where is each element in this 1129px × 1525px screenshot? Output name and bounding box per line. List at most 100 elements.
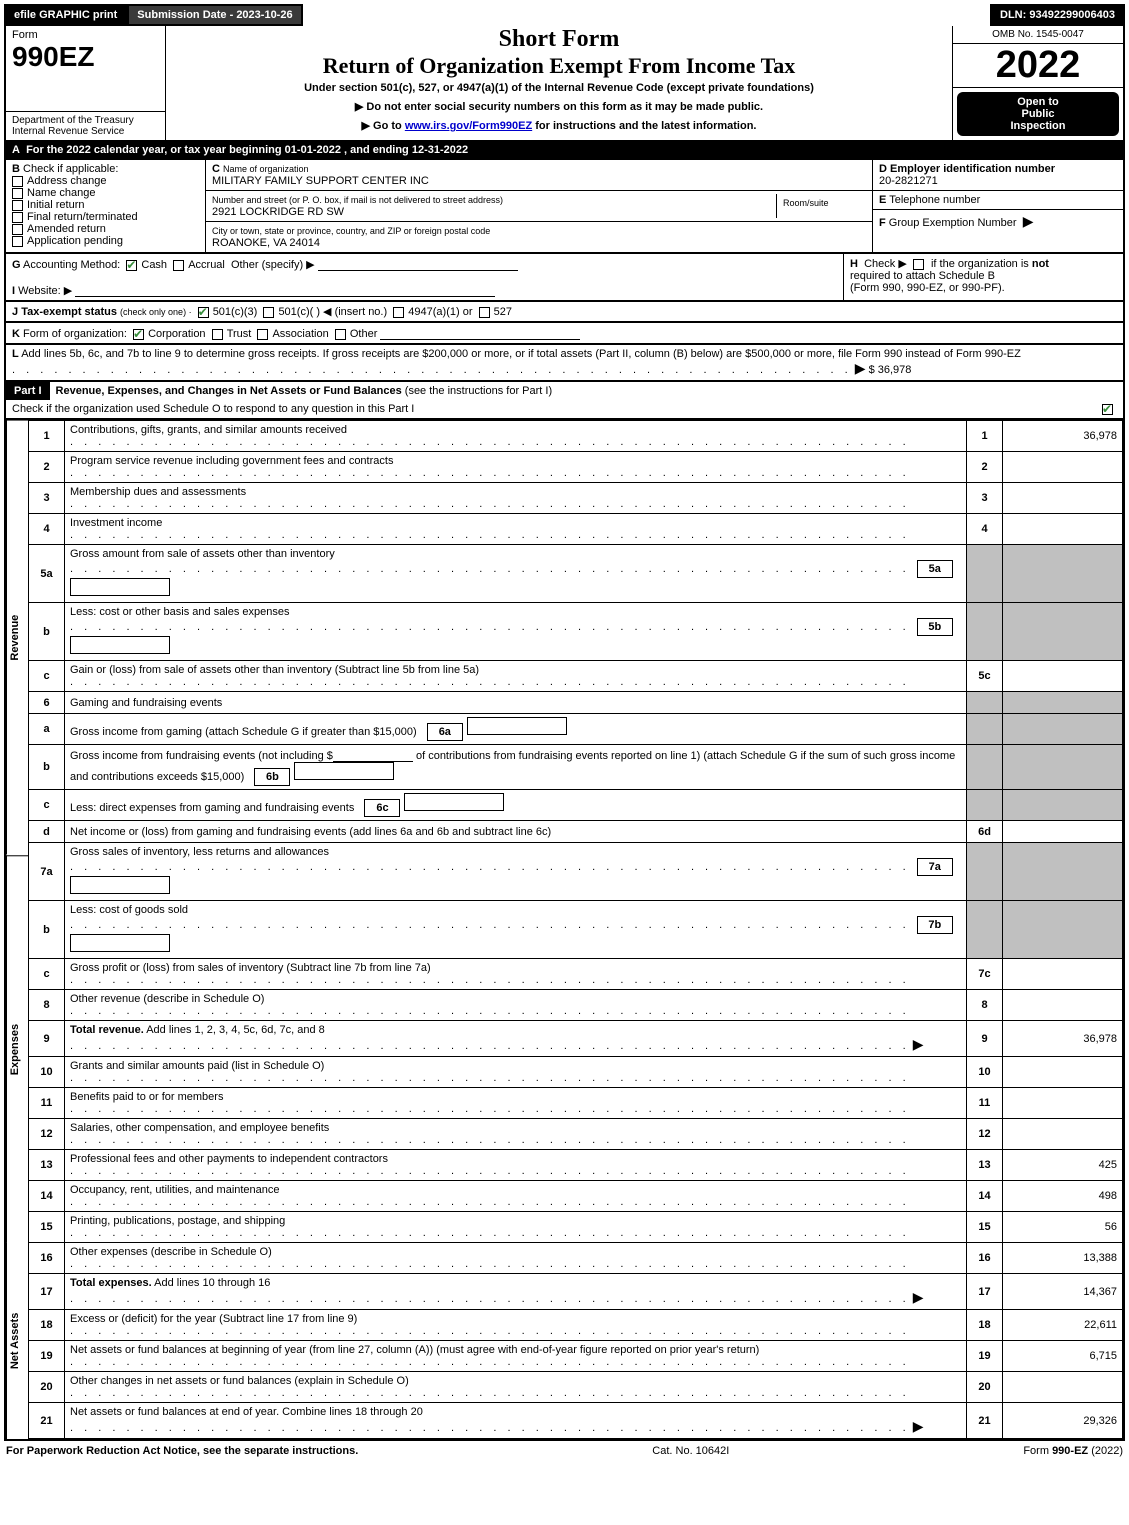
chk-corporation[interactable] bbox=[133, 329, 144, 340]
h-pre: Check ▶ bbox=[864, 258, 907, 270]
chk-527[interactable] bbox=[479, 307, 490, 318]
ln6b-blank[interactable] bbox=[333, 748, 413, 762]
opt-amended-return: Amended return bbox=[27, 223, 106, 235]
title-return: Return of Organization Exempt From Incom… bbox=[166, 53, 952, 79]
ln15-amt: 56 bbox=[1003, 1212, 1123, 1243]
ln5b-text: Less: cost or other basis and sales expe… bbox=[70, 606, 290, 618]
ln8-rn: 8 bbox=[967, 990, 1003, 1021]
a-text: For the 2022 calendar year, or tax year … bbox=[26, 144, 468, 156]
chk-trust[interactable] bbox=[212, 329, 223, 340]
line-6d: dNet income or (loss) from gaming and fu… bbox=[29, 821, 1123, 843]
ln5a-box[interactable] bbox=[70, 578, 170, 596]
ln10-num: 10 bbox=[29, 1057, 65, 1088]
ln9-num: 9 bbox=[29, 1021, 65, 1057]
chk-other-org[interactable] bbox=[335, 329, 346, 340]
lines-table: 1Contributions, gifts, grants, and simil… bbox=[28, 420, 1123, 1439]
ln7b-rn bbox=[967, 901, 1003, 959]
dots bbox=[70, 1196, 910, 1208]
ln13-num: 13 bbox=[29, 1150, 65, 1181]
ln6b-amt bbox=[1003, 745, 1123, 790]
dots bbox=[70, 1227, 910, 1239]
chk-accrual[interactable] bbox=[173, 260, 184, 271]
ln8-amt bbox=[1003, 990, 1123, 1021]
ln6a-box[interactable] bbox=[467, 717, 567, 735]
chk-initial-return[interactable] bbox=[12, 200, 23, 211]
org-street: 2921 LOCKRIDGE RD SW bbox=[212, 206, 344, 218]
ln18-num: 18 bbox=[29, 1310, 65, 1341]
chk-501c3[interactable] bbox=[198, 307, 209, 318]
ln1-amt: 36,978 bbox=[1003, 421, 1123, 452]
website-line[interactable] bbox=[75, 283, 495, 297]
chk-application-pending[interactable] bbox=[12, 236, 23, 247]
ln6a-amt bbox=[1003, 714, 1123, 745]
chk-address-change[interactable] bbox=[12, 176, 23, 187]
line-1: 1Contributions, gifts, grants, and simil… bbox=[29, 421, 1123, 452]
opt-501c: 501(c)( ) ◀ (insert no.) bbox=[278, 306, 387, 318]
form-number: 990EZ bbox=[12, 41, 159, 73]
ln20-text: Other changes in net assets or fund bala… bbox=[70, 1375, 409, 1387]
ln19-num: 19 bbox=[29, 1341, 65, 1372]
dots bbox=[70, 1293, 910, 1305]
ln5b-rn bbox=[967, 603, 1003, 661]
line-7c: cGross profit or (loss) from sales of in… bbox=[29, 959, 1123, 990]
line-9: 9Total revenue. Add lines 1, 2, 3, 4, 5c… bbox=[29, 1021, 1123, 1057]
ln6d-amt bbox=[1003, 821, 1123, 843]
chk-schedule-b[interactable] bbox=[913, 259, 924, 270]
ln6c-text: Less: direct expenses from gaming and fu… bbox=[70, 802, 354, 814]
letter-l: L bbox=[12, 348, 19, 360]
under-section: Under section 501(c), 527, or 4947(a)(1)… bbox=[166, 79, 952, 97]
entity-block: B Check if applicable: Address change Na… bbox=[4, 160, 1125, 254]
dots bbox=[70, 1325, 910, 1337]
ln3-text: Membership dues and assessments bbox=[70, 486, 246, 498]
letter-i: I bbox=[12, 285, 15, 297]
ln7a-box[interactable] bbox=[70, 876, 170, 894]
open-line3: Inspection bbox=[1010, 120, 1065, 132]
ln5c-text: Gain or (loss) from sale of assets other… bbox=[70, 664, 479, 676]
part1-header: Part I Revenue, Expenses, and Changes in… bbox=[4, 382, 1125, 420]
chk-amended-return[interactable] bbox=[12, 224, 23, 235]
footer-right-form: 990-EZ bbox=[1052, 1445, 1088, 1457]
letter-d: D bbox=[879, 163, 887, 175]
ln6c-box[interactable] bbox=[404, 793, 504, 811]
ln5b-box[interactable] bbox=[70, 636, 170, 654]
ln6-num: 6 bbox=[29, 692, 65, 714]
other-org-line[interactable] bbox=[380, 326, 580, 340]
line-17: 17Total expenses. Add lines 10 through 1… bbox=[29, 1274, 1123, 1310]
ln5c-amt bbox=[1003, 661, 1123, 692]
goto-post: for instructions and the latest informat… bbox=[535, 120, 756, 132]
letter-c: C bbox=[212, 163, 220, 175]
letter-h: H bbox=[850, 258, 858, 270]
title-short-form: Short Form bbox=[166, 26, 952, 53]
chk-cash[interactable] bbox=[126, 260, 137, 271]
l-amount: $ 36,978 bbox=[869, 364, 912, 376]
chk-4947[interactable] bbox=[393, 307, 404, 318]
part1-tag: Part I bbox=[6, 382, 50, 400]
other-specify-line[interactable] bbox=[318, 257, 518, 271]
efile-box: efile GRAPHIC print bbox=[4, 4, 127, 26]
ln5a-amt bbox=[1003, 545, 1123, 603]
irs-link[interactable]: www.irs.gov/Form990EZ bbox=[405, 120, 532, 132]
chk-name-change[interactable] bbox=[12, 188, 23, 199]
goto-pre: ▶ Go to bbox=[362, 120, 405, 132]
ln2-rn: 2 bbox=[967, 452, 1003, 483]
ln6a-mid: 6a bbox=[427, 723, 463, 741]
ln3-num: 3 bbox=[29, 483, 65, 514]
ln6d-rn: 6d bbox=[967, 821, 1003, 843]
ln19-amt: 6,715 bbox=[1003, 1341, 1123, 1372]
dots bbox=[70, 1387, 910, 1399]
ln6d-text: Net income or (loss) from gaming and fun… bbox=[70, 826, 551, 838]
ln20-num: 20 bbox=[29, 1372, 65, 1403]
g-label: Accounting Method: bbox=[23, 259, 120, 271]
ln6b-box[interactable] bbox=[294, 762, 394, 780]
ln5b-amt bbox=[1003, 603, 1123, 661]
ln6-text: Gaming and fundraising events bbox=[70, 697, 222, 709]
letter-f: F bbox=[879, 217, 886, 229]
chk-association[interactable] bbox=[257, 329, 268, 340]
ln10-amt bbox=[1003, 1057, 1123, 1088]
chk-501c[interactable] bbox=[263, 307, 274, 318]
ln8-num: 8 bbox=[29, 990, 65, 1021]
ln7b-box[interactable] bbox=[70, 934, 170, 952]
chk-final-return[interactable] bbox=[12, 212, 23, 223]
chk-schedule-o[interactable] bbox=[1102, 404, 1113, 415]
ln4-num: 4 bbox=[29, 514, 65, 545]
